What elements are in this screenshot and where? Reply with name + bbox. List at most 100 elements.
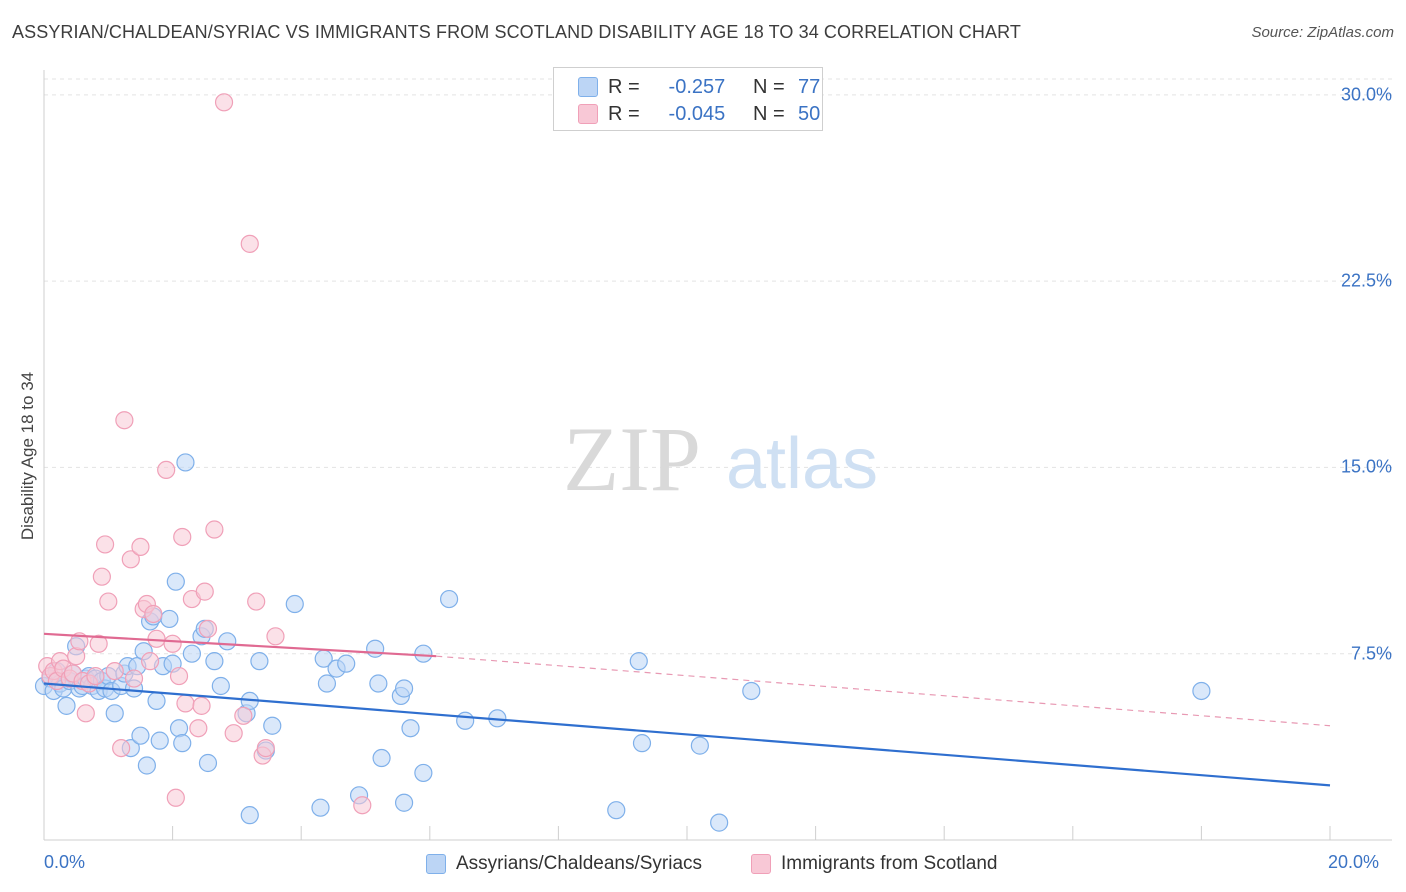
point-s1-48 [266,627,285,646]
n-value: 50 [798,102,821,125]
point-s1-37 [192,696,211,715]
point-s0-36 [160,609,179,629]
point-s0-75 [632,734,652,753]
point-s0-42 [182,644,201,663]
point-s0-28 [131,726,150,745]
n-label: N = [753,75,785,98]
point-s0-46 [205,652,224,671]
point-s1-43 [234,706,253,725]
point-s1-30 [163,634,182,653]
point-s0-58 [317,674,337,693]
legend-series-name: Assyrians/Chaldeans/Syriacs [456,853,703,874]
point-s1-26 [140,652,160,671]
point-s0-34 [150,731,169,750]
point-s1-22 [124,669,144,688]
point-s1-15 [92,567,111,586]
point-s1-45 [247,592,266,611]
point-s1-36 [189,719,208,738]
point-s1-28 [147,629,166,648]
point-s1-23 [131,537,150,557]
point-s1-34 [176,694,195,713]
point-s1-21 [121,550,140,569]
legend-series-name: Immigrants from Scotland [781,853,998,874]
point-s0-80 [1192,681,1211,701]
point-s0-67 [394,793,414,812]
point-s0-79 [742,681,761,701]
point-s0-51 [240,806,259,825]
y-tick-label-3: 30.0% [1340,84,1392,105]
point-s0-48 [218,632,237,651]
point-s1-39 [198,619,218,638]
point-s1-31 [166,788,185,807]
point-s0-69 [414,763,433,783]
watermark-atlas: atlas [726,424,878,504]
point-s0-45 [198,753,218,773]
bottom-legend-assyrians: Assyrians/Chaldeans/Syriacs [426,852,702,876]
n-value: 77 [798,75,821,98]
point-s0-78 [710,813,729,832]
point-s1-29 [157,460,176,480]
point-s0-33 [147,691,166,711]
point-s1-49 [353,796,372,815]
point-s0-71 [439,589,459,609]
point-s0-77 [690,736,709,755]
point-s0-72 [456,711,475,730]
point-s0-40 [173,734,192,753]
point-s0-30 [137,756,156,775]
point-s1-41 [214,93,234,112]
y-tick-label-2: 22.5% [1340,270,1392,291]
legend-row-scotland: R = -0.045 N = 50 [578,102,820,126]
point-s0-68 [401,719,420,738]
point-s0-6 [57,696,76,715]
point-s1-40 [205,520,224,539]
point-s0-41 [176,453,195,472]
source-label: Source: ZipAtlas.com [1251,24,1394,41]
point-s0-70 [414,644,433,663]
axes [43,70,1392,841]
point-s1-47 [256,738,275,758]
n-label: N = [753,102,785,125]
point-s0-63 [369,674,388,693]
y-tick-label-0: 7.5% [1350,643,1392,664]
legend-swatch-pink [751,854,771,874]
point-s1-14 [89,634,108,653]
r-label: R = [608,102,640,125]
series-1-points [38,93,372,815]
point-s1-13 [86,666,105,686]
legend-row-assyrians: R = -0.257 N = 77 [578,75,820,99]
point-s1-17 [99,592,118,611]
x-tick-label-0: 0.0% [44,852,86,872]
legend-swatch-blue [578,77,598,97]
gridlines [44,78,1392,655]
y-axis-label: Disability Age 18 to 34 [18,371,37,541]
point-s0-55 [285,594,304,614]
point-s0-60 [337,654,356,673]
point-s1-38 [195,582,214,601]
point-s0-21 [105,704,124,723]
trend-line-s1 [43,632,437,658]
point-s1-42 [224,724,243,743]
point-s0-47 [211,676,230,696]
correlation-legend: R = -0.257 N = 77 R = -0.045 N = 50 [553,67,823,131]
chart-title: ASSYRIAN/CHALDEAN/SYRIAC VS IMMIGRANTS F… [12,22,1021,42]
point-s1-20 [115,411,134,430]
point-s1-19 [112,738,131,758]
point-s1-27 [144,604,163,624]
point-s0-76 [629,652,648,671]
point-s0-64 [372,748,391,768]
point-s0-39 [169,719,189,738]
r-value: -0.257 [668,75,726,98]
point-s0-66 [394,679,414,698]
point-s1-8 [67,647,86,666]
point-s1-18 [105,661,124,681]
point-s1-32 [169,666,189,686]
r-value: -0.045 [668,102,726,125]
point-s0-54 [263,716,282,735]
point-s1-44 [240,234,259,253]
bottom-legend-scotland: Immigrants from Scotland [751,852,997,876]
point-s0-52 [250,652,269,671]
y-tick-label-1: 15.0% [1340,456,1392,477]
watermark-zip: ZIP [563,408,701,510]
point-s0-62 [366,639,385,658]
